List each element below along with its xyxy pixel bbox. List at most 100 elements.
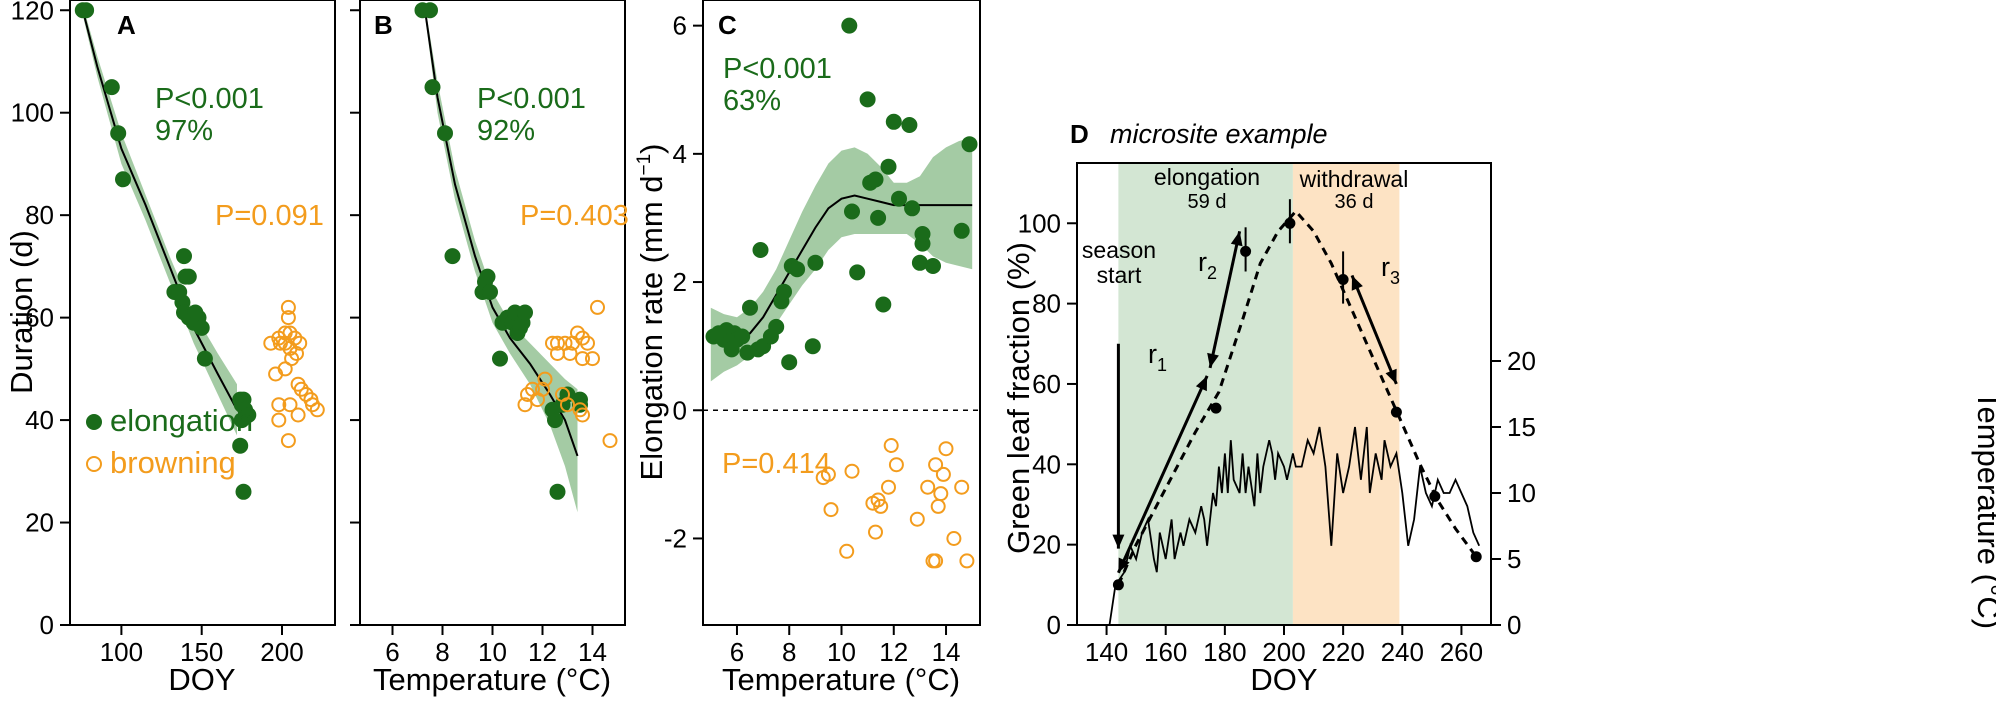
panel-d-x-tick-label: 160: [1144, 637, 1187, 667]
panel-c-x-tick-label: 8: [782, 637, 796, 667]
panel-d-ylabel: Green leaf fraction (%): [1001, 242, 1036, 554]
panel-b-elongation-point: [549, 483, 566, 500]
panel-d-x-tick-label: 180: [1203, 637, 1246, 667]
panel-d-y-tick-label: 100: [1018, 208, 1061, 238]
panel-b-elongation-point: [437, 125, 453, 142]
panel-c-y-tick-label: 2: [673, 267, 687, 297]
panel-c-browning-point: [823, 502, 839, 518]
panel-a-y-tick-label: 120: [11, 0, 54, 25]
panel-d-y-right-tick-label: 20: [1507, 346, 1536, 376]
rate-arrow-r2-tail-head: [1207, 352, 1219, 368]
panel-c-browning-point: [938, 441, 954, 457]
panel-d-ylabel-right: Temperature (°C): [1971, 391, 1996, 629]
panel-c-browning-point: [839, 543, 855, 559]
panel-a-y-tick-label: 60: [25, 303, 54, 333]
panel-a-elongation-point: [233, 412, 250, 429]
panel-c-elongation-point: [901, 117, 918, 133]
legend-browning-marker: [86, 456, 102, 472]
panel-b-browning-point: [517, 397, 533, 413]
green-fraction-point: [1390, 406, 1402, 418]
rate-label-r3-sub: 3: [1390, 268, 1400, 288]
panel-d-xlabel: DOY: [1250, 662, 1317, 697]
panel-d-y-right-tick-label: 5: [1507, 544, 1521, 574]
panel-c-elongation-point: [953, 222, 970, 239]
panel-a-elongation-point: [180, 268, 197, 285]
panel-a-elongation-point: [103, 79, 120, 96]
panel-c-browning-point: [844, 463, 860, 479]
panel-a-stat-elong-r2: 97%: [155, 115, 213, 147]
panel-d-y-tick-label: 80: [1032, 289, 1061, 319]
panel-d-x-tick-label: 240: [1381, 637, 1424, 667]
green-fraction-point: [1112, 579, 1124, 591]
green-fraction-point: [1337, 274, 1349, 285]
panel-c-elongation-point: [925, 258, 941, 274]
panel-a-letter: A: [117, 10, 136, 40]
panel-c-ylabel-sup: −1: [634, 154, 655, 176]
panel-b-x-tick-label: 6: [385, 637, 399, 667]
panel-c-x-tick-label: 12: [879, 637, 908, 667]
panel-c-ylabel: Elongation rate (mm d−1): [634, 144, 669, 481]
panel-a-browning-point: [309, 402, 325, 418]
panel-a-elongation-point: [193, 319, 210, 336]
panel-a-stat-brown-p: P=0.091: [215, 200, 324, 232]
panel-d-y-tick-label: 20: [1032, 530, 1061, 560]
legend-elongation-label: elongation: [110, 403, 253, 438]
panel-c-browning-point: [909, 511, 925, 527]
panel-c-browning-point: [873, 498, 889, 514]
panel-a-browning-point: [280, 299, 296, 315]
panel-c-browning-point: [933, 486, 949, 502]
panel-c-ylabel-main: Elongation rate (mm d: [634, 176, 669, 481]
rate-arrow-r1: [1117, 375, 1209, 574]
panel-a-stat-elong-p: P<0.001: [155, 83, 264, 115]
panel-b-browning-point: [562, 346, 578, 361]
panel-c-elongation-point: [844, 203, 860, 220]
panel-c-y-tick-label: 4: [673, 139, 687, 169]
panel-a-browning-point: [290, 407, 306, 423]
panel-a-browning-point: [263, 335, 279, 351]
panel-c-letter: C: [718, 10, 737, 40]
panel-b-x-tick-label: 10: [478, 637, 507, 667]
panel-c-elongation-point: [841, 17, 858, 34]
panel-a-elongation-point: [176, 248, 192, 265]
season-start-arrow-head: [1112, 534, 1125, 549]
rate-label-r1: r1: [1148, 339, 1167, 375]
panel-c-elongation-point: [891, 190, 907, 207]
panel-b-stat-elong-r2: 92%: [477, 115, 535, 147]
panel-d-y-right-tick-label: 10: [1507, 478, 1536, 508]
panel-c-elongation-point: [734, 328, 751, 345]
panel-b-elongation-point: [492, 350, 508, 367]
panel-a-elongation-point: [196, 350, 213, 367]
rate-label-r3-base: r: [1381, 252, 1390, 282]
panel-a-y-tick-label: 80: [25, 200, 54, 230]
rate-arrow-r1-tail-head: [1118, 557, 1130, 573]
panel-c-elongation-point: [911, 254, 928, 271]
panel-a-browning-point: [271, 412, 287, 428]
phase-withdrawal-shading: [1292, 163, 1400, 625]
rate-arrow-r1-head: [1195, 375, 1208, 392]
panel-a-y-tick-label: 0: [40, 610, 54, 640]
panel-a-browning-point: [292, 335, 308, 351]
panel-c-elongation-point: [867, 171, 884, 188]
panel-c-elongation-point: [880, 158, 897, 175]
panel-c: 6 8 10 12 14 -2 0 2 4 6 C P<0.001 63% P=0.414 Te…: [634, 0, 981, 697]
panel-c-browning-point: [946, 531, 962, 546]
panel-c-elongation-point: [789, 261, 806, 278]
panel-b-browning-point: [560, 397, 575, 413]
panel-d-x-tick-label: 140: [1085, 637, 1128, 667]
phase-withdrawal-label: withdrawal: [1299, 166, 1409, 192]
panel-b-stat-brown-p: P=0.403: [520, 200, 629, 232]
panel-d-y-tick-label: 0: [1047, 610, 1061, 640]
panel-b-x-tick-label: 8: [435, 637, 449, 667]
panel-a-fit-line: [81, 9, 238, 411]
panel-c-elongation-point: [807, 254, 824, 271]
panel-c-ylabel-end: ): [634, 144, 669, 154]
panel-c-browning-point: [868, 524, 883, 540]
panel-c-browning-point: [920, 479, 936, 495]
phase-elongation-days: 59 d: [1188, 191, 1227, 213]
green-fraction-point: [1240, 245, 1252, 257]
panel-a-browning-point: [289, 346, 304, 361]
panel-c-browning-point: [959, 553, 975, 569]
